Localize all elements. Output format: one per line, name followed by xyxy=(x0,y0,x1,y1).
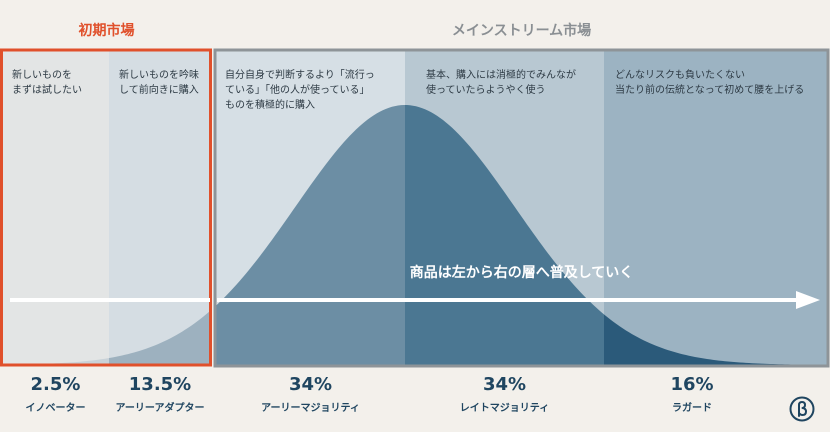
laggards-percent: 16% xyxy=(670,374,714,395)
early-adopters-label: アーリーアダプター xyxy=(115,403,205,414)
arrow-shaft-right xyxy=(217,298,797,302)
laggards-description: どんなリスクも負いたくない 当たり前の伝統となって初めて腰を上げる xyxy=(615,70,805,96)
laggards-label: ラガード xyxy=(672,403,712,414)
arrow-shaft-left xyxy=(10,298,210,302)
innovators-label: イノベーター xyxy=(25,403,86,414)
early-adopters-percent: 13.5% xyxy=(128,374,192,395)
band-early-adopters xyxy=(109,50,211,365)
b-circle-logo-icon xyxy=(789,396,815,422)
mainstream-market-frame xyxy=(213,48,830,368)
early-market-header: 初期市場 xyxy=(78,23,135,39)
band-innovators xyxy=(2,50,109,365)
early-market-frame xyxy=(0,48,212,367)
early-majority-label: アーリーマジョリティ xyxy=(261,403,360,414)
early-majority-percent: 34% xyxy=(288,374,333,395)
diffusion-arrow-label: 商品は左から右の層へ普及していく xyxy=(409,265,634,281)
early-majority-description: 自分自身で判断するより「流行っ ている」「他の人が使っている」 ものを積極的に購… xyxy=(225,70,375,111)
mainstream-market-header: メインストリーム市場 xyxy=(451,23,592,39)
innovators-percent: 2.5% xyxy=(30,374,81,395)
late-majority-label: レイトマジョリティ xyxy=(459,403,550,414)
late-majority-percent: 34% xyxy=(482,374,527,395)
band-laggards xyxy=(604,50,828,365)
early-adopters-description: 新しいものを吟味 して前向きに購入 xyxy=(119,70,199,96)
arrow-head xyxy=(796,291,820,309)
innovators-description: 新しいものを まずは試したい xyxy=(12,70,82,96)
late-majority-description: 基本、購入には消極的でみんなが 使っていたらようやく使う xyxy=(426,70,576,96)
